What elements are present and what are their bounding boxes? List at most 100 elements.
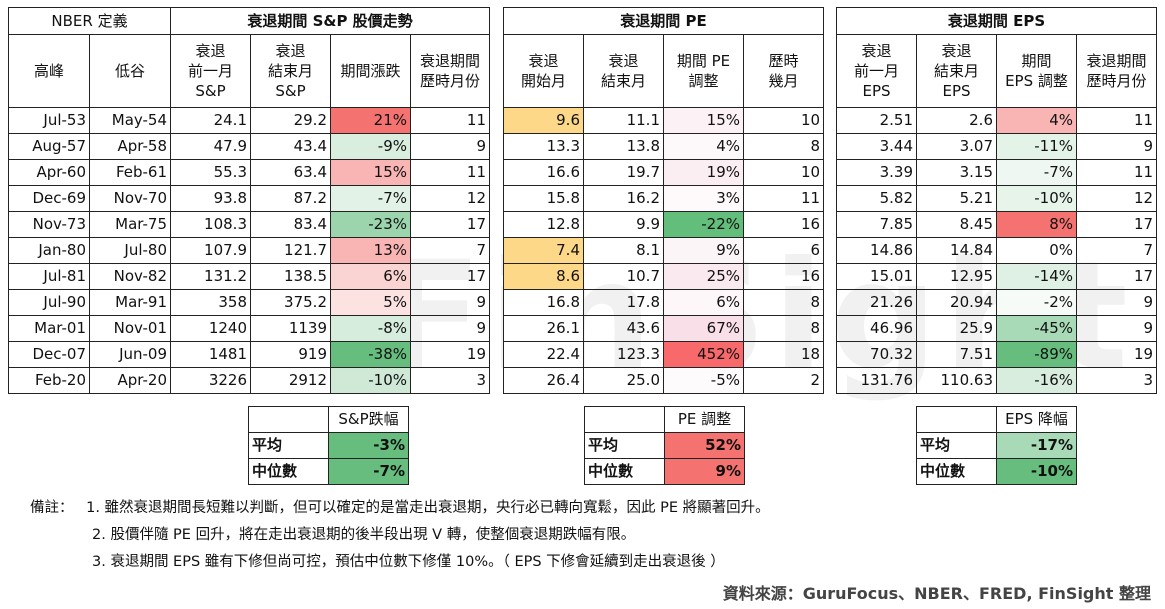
- pe-end: 25.0: [583, 367, 664, 394]
- pe-avg-value: 52%: [664, 432, 745, 459]
- eps-duration: 9: [1075, 133, 1158, 160]
- pe-row: 15.8 16.2 3% 11: [503, 185, 825, 212]
- pe-column-header: 衰退 開始月: [503, 34, 584, 108]
- eps-change: -14%: [996, 263, 1077, 290]
- eps-change: 0%: [996, 237, 1077, 264]
- sp-before: 1481: [170, 341, 251, 368]
- eps-duration: 17: [1075, 263, 1158, 290]
- sp-row: Mar-01 Nov-01 1240 1139 -8% 9: [8, 315, 491, 342]
- sp-end: 87.2: [250, 185, 331, 212]
- trough-month: Apr-58: [89, 133, 171, 160]
- sp-row: Nov-73 Mar-75 108.3 83.4 -23% 17: [8, 211, 491, 238]
- sp-row: Feb-20 Apr-20 3226 2912 -10% 3: [8, 367, 491, 394]
- pe-column-header: 衰退 結束月: [583, 34, 664, 108]
- sp-change: -9%: [330, 133, 411, 160]
- summary-blank: [916, 406, 997, 433]
- sp-row: Jul-90 Mar-91 358 375.2 5% 9: [8, 289, 491, 316]
- trough-month: May-54: [89, 107, 171, 134]
- trough-month: Apr-20: [89, 367, 171, 394]
- sp-end: 1139: [250, 315, 331, 342]
- peak-month: Dec-07: [8, 341, 90, 368]
- sp-med-label: 中位數: [248, 458, 329, 485]
- sp-change: 13%: [330, 237, 411, 264]
- pe-end: 8.1: [583, 237, 664, 264]
- pe-end: 43.6: [583, 315, 664, 342]
- pe-start: 13.3: [503, 133, 584, 160]
- pe-end: 123.3: [583, 341, 664, 368]
- trough-month: Jul-80: [89, 237, 171, 264]
- sp-change: 5%: [330, 289, 411, 316]
- sp-table: NBER 定義 衰退期間 S&P 股價走勢 高峰 低谷 衰退 前一月 S&P 衰退 結束月 S&P…: [8, 7, 491, 394]
- trough-month: Nov-82: [89, 263, 171, 290]
- sp-summary-table: S&P跌幅 平均 -3% 中位數 -7%: [248, 406, 409, 485]
- eps-end: 12.95: [916, 263, 997, 290]
- sp-before: 1240: [170, 315, 251, 342]
- sp-before: 55.3: [170, 159, 251, 186]
- sp-before: 358: [170, 289, 251, 316]
- pe-change: 25%: [663, 263, 744, 290]
- eps-end: 3.07: [916, 133, 997, 160]
- pe-row: 7.4 8.1 9% 6: [503, 237, 825, 264]
- eps-before: 131.76: [836, 367, 917, 394]
- pe-table: 衰退期間 PE 衰退 開始月 衰退 結束月 期間 PE 調整 歷時 幾月 9.6 11.1 15% 10…: [502, 7, 825, 394]
- sp-before: 108.3: [170, 211, 251, 238]
- pe-row: 26.1 43.6 67% 8: [503, 315, 825, 342]
- eps-end: 7.51: [916, 341, 997, 368]
- duration-months: 11: [409, 159, 491, 186]
- sp-row: Jul-53 May-54 24.1 29.2 21% 11: [8, 107, 491, 134]
- pe-change: -5%: [663, 367, 744, 394]
- sp-end: 63.4: [250, 159, 331, 186]
- pe-change: 3%: [663, 185, 744, 212]
- eps-end: 8.45: [916, 211, 997, 238]
- pe-med-label: 中位數: [584, 458, 665, 485]
- eps-med-value: -10%: [996, 458, 1077, 485]
- eps-duration: 9: [1075, 315, 1158, 342]
- eps-end: 25.9: [916, 315, 997, 342]
- eps-end: 3.15: [916, 159, 997, 186]
- pe-row: 12.8 9.9 -22% 16: [503, 211, 825, 238]
- trough-month: Jun-09: [89, 341, 171, 368]
- eps-duration: 12: [1075, 185, 1158, 212]
- pe-row: 26.4 25.0 -5% 2: [503, 367, 825, 394]
- nber-definition-label: NBER 定義: [8, 7, 171, 35]
- eps-change: -2%: [996, 289, 1077, 316]
- duration-months: 17: [409, 263, 491, 290]
- pe-row: 16.8 17.8 6% 8: [503, 289, 825, 316]
- eps-end: 14.84: [916, 237, 997, 264]
- pe-duration: 8: [742, 289, 825, 316]
- peak-month: Dec-69: [8, 185, 90, 212]
- sp-change: 15%: [330, 159, 411, 186]
- trough-month: Mar-75: [89, 211, 171, 238]
- sp-column-header: 高峰: [8, 34, 90, 108]
- sp-summary-header: S&P跌幅: [328, 406, 409, 433]
- sp-column-header: 衰退期間 歷時月份: [409, 34, 491, 108]
- eps-row: 3.44 3.07 -11% 9: [836, 133, 1158, 160]
- eps-summary-table: EPS 降幅 平均 -17% 中位數 -10%: [916, 406, 1077, 485]
- note-line-1: 1. 雖然衰退期間長短難以判斷，但可以確定的是當走出衰退期，央行必已轉向寬鬆，因…: [86, 500, 770, 516]
- summary-blank: [584, 406, 665, 433]
- pe-row: 16.6 19.7 19% 10: [503, 159, 825, 186]
- sp-end: 43.4: [250, 133, 331, 160]
- sp-end: 29.2: [250, 107, 331, 134]
- sp-before: 24.1: [170, 107, 251, 134]
- duration-months: 17: [409, 211, 491, 238]
- eps-summary-header: EPS 降幅: [996, 406, 1077, 433]
- pe-row: 13.3 13.8 4% 8: [503, 133, 825, 160]
- eps-before: 3.39: [836, 159, 917, 186]
- pe-med-value: 9%: [664, 458, 745, 485]
- eps-table: 衰退期間 EPS 衰退 前一月 EPS 衰退 結束月 EPS 期間 EPS 調整 衰退期間 歷時月份…: [835, 7, 1158, 394]
- eps-column-header: 衰退 結束月 EPS: [916, 34, 997, 108]
- eps-duration: 11: [1075, 159, 1158, 186]
- eps-duration: 11: [1075, 107, 1158, 134]
- eps-row: 46.96 25.9 -45% 9: [836, 315, 1158, 342]
- eps-change: -89%: [996, 341, 1077, 368]
- eps-before: 5.82: [836, 185, 917, 212]
- sp-before: 131.2: [170, 263, 251, 290]
- sp-med-value: -7%: [328, 458, 409, 485]
- pe-change: -22%: [663, 211, 744, 238]
- pe-change: 9%: [663, 237, 744, 264]
- sp-row: Dec-07 Jun-09 1481 919 -38% 19: [8, 341, 491, 368]
- eps-row: 70.32 7.51 -89% 19: [836, 341, 1158, 368]
- pe-row: 9.6 11.1 15% 10: [503, 107, 825, 134]
- eps-row: 7.85 8.45 8% 17: [836, 211, 1158, 238]
